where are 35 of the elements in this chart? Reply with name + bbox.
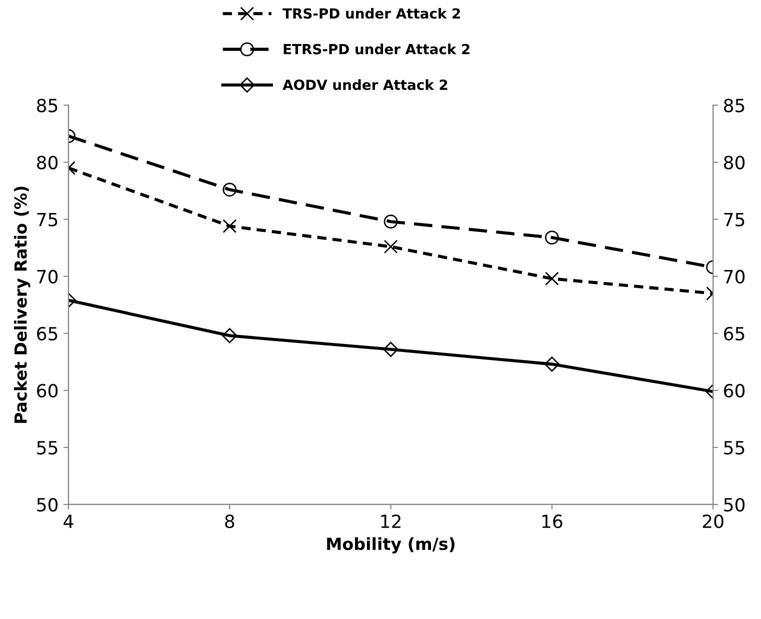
y2-tick-label: 80	[724, 156, 745, 170]
point	[544, 272, 559, 286]
y-tick-label: 75	[37, 213, 58, 226]
legend-label: AODV under Attack 2	[282, 79, 448, 90]
x-tick-label: 20	[702, 514, 724, 528]
y-tick-label: 50	[37, 498, 58, 512]
x-tick-label: 16	[542, 514, 562, 528]
y2-tick-label: 60	[724, 384, 745, 398]
y2-tick-label: 65	[724, 326, 744, 340]
point	[222, 219, 237, 234]
y-tick-label: 85	[37, 98, 58, 112]
y2-tick-label: 55	[724, 441, 744, 455]
legend-label: TRS-PD under Attack 2	[282, 8, 460, 19]
y2-tick-label: 50	[724, 498, 745, 512]
y2-tick-label: 85	[724, 98, 744, 112]
x-axis-title: Mobility (m/s)	[327, 537, 455, 554]
y2-tick-label: 75	[724, 213, 744, 226]
y-tick-label: 55	[37, 441, 58, 455]
x-tick-label: 4	[64, 514, 74, 528]
point	[383, 342, 398, 357]
point	[384, 214, 398, 229]
x-tick-label: 8	[225, 514, 234, 528]
point	[544, 356, 560, 372]
y-tick-label: 60	[37, 384, 58, 398]
y-tick-label: 70	[37, 270, 58, 284]
point	[544, 230, 559, 244]
point	[222, 182, 237, 197]
point	[222, 328, 238, 344]
point	[384, 240, 398, 254]
y-tick-label: 65	[37, 326, 58, 340]
x-tick-label: 12	[381, 514, 400, 528]
y-tick-label: 80	[37, 156, 58, 170]
y-axis-title: Packet Delivery Ratio (%)	[14, 186, 30, 423]
y2-tick-label: 70	[724, 270, 745, 284]
legend-label: ETRS-PD under Attack 2	[284, 44, 470, 54]
